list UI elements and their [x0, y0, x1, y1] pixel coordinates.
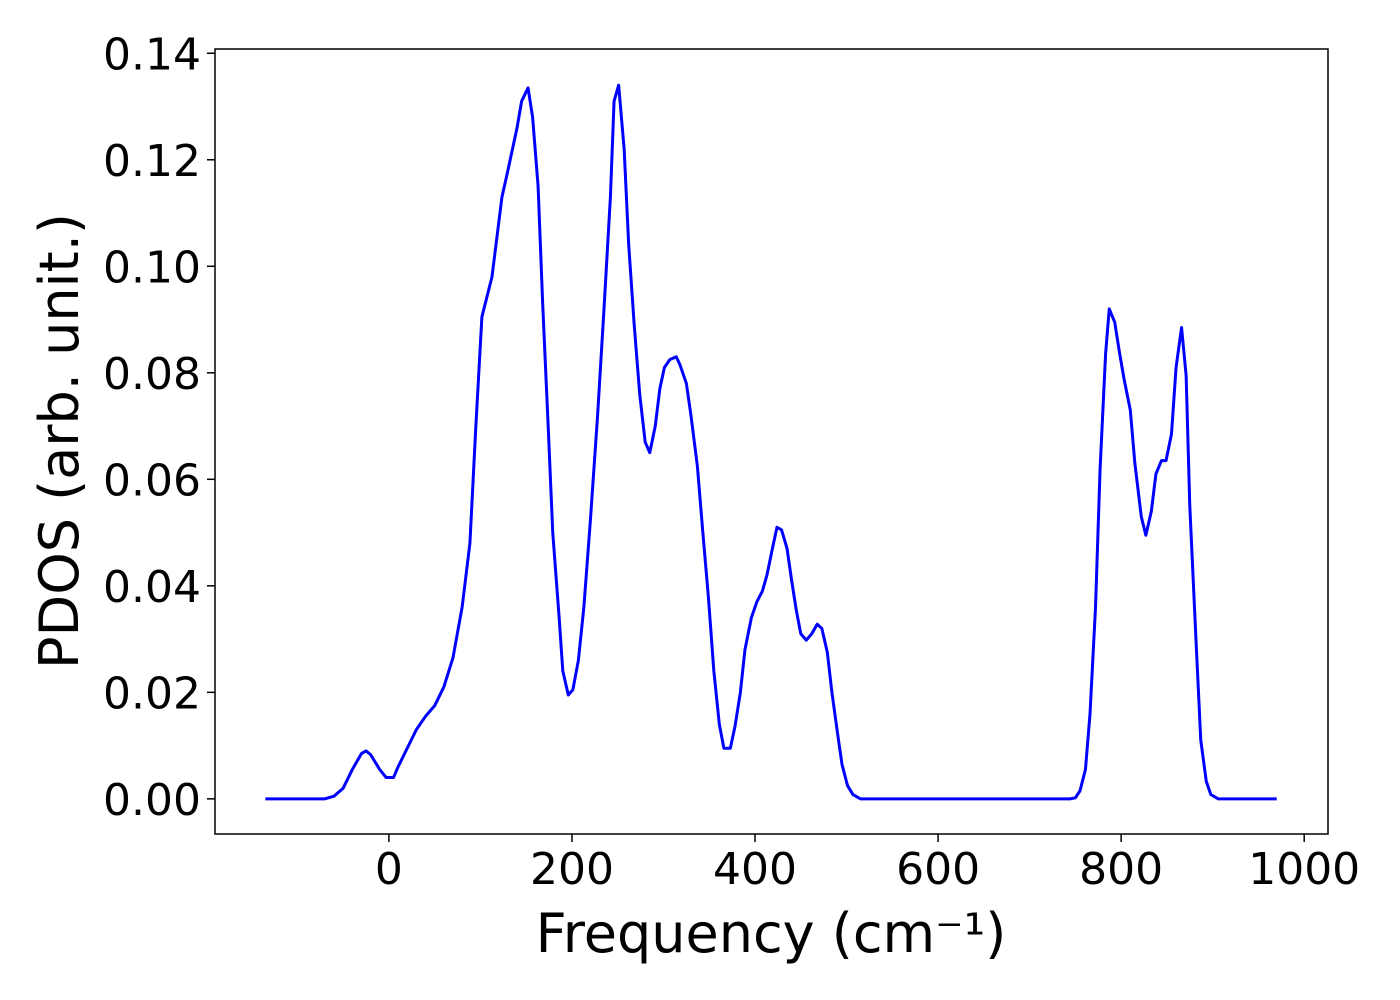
y-tick-label: 0.00 — [103, 775, 201, 826]
y-tick-label: 0.08 — [103, 349, 201, 400]
y-tick-label: 0.10 — [103, 242, 201, 293]
plot-frame — [214, 48, 1329, 835]
x-tick-label: 200 — [530, 844, 614, 895]
x-tick-label: 400 — [713, 844, 797, 895]
x-axis-label: Frequency (cm⁻¹) — [536, 902, 1007, 965]
x-tick-label: 600 — [896, 844, 980, 895]
y-tick-label: 0.12 — [103, 136, 201, 187]
x-tick-label: 800 — [1079, 844, 1163, 895]
data-line — [265, 83, 1277, 801]
x-tick-label: 0 — [375, 844, 403, 895]
y-axis-label: PDOS (arb. unit.) — [28, 213, 91, 669]
y-tick-label: 0.14 — [103, 29, 201, 80]
y-tick-label: 0.02 — [103, 668, 201, 719]
y-tick-label: 0.04 — [103, 562, 201, 613]
x-tick-label: 1000 — [1248, 844, 1360, 895]
y-tick-label: 0.06 — [103, 455, 201, 506]
